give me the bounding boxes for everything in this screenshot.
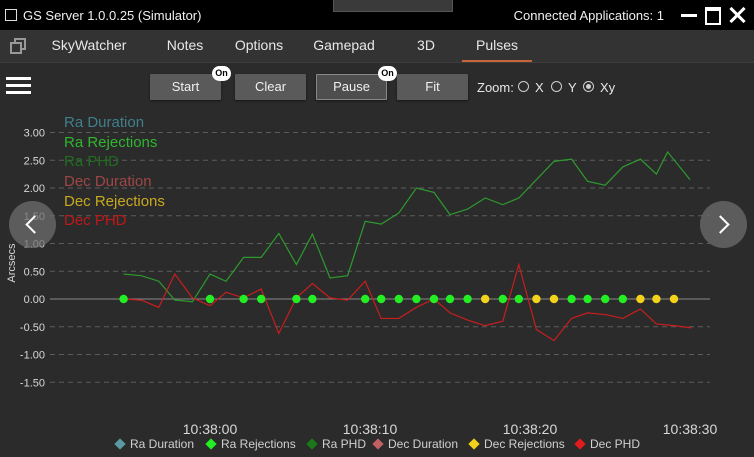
hamburger-menu-icon[interactable] xyxy=(6,77,31,95)
ra-rejection-point xyxy=(119,294,128,304)
tab-skywatcher[interactable]: SkyWatcher xyxy=(51,37,127,53)
zoom-xy-radio[interactable] xyxy=(583,81,594,92)
zoom-label: Zoom: xyxy=(477,80,514,95)
tab-bar: SkyWatcher Notes Options Gamepad 3D Puls… xyxy=(0,30,754,63)
legend-bottom-dec-duration[interactable]: Dec Duration xyxy=(372,437,458,451)
ra-rejection-point xyxy=(377,294,386,304)
tab-options[interactable]: Options xyxy=(234,37,284,53)
ra-rejection-point xyxy=(429,294,439,304)
ra-rejection-point xyxy=(498,294,507,304)
y-tick-label: -1.00 xyxy=(20,350,45,362)
ra-rejection-point xyxy=(394,294,403,304)
ra-rejection-point xyxy=(514,294,523,304)
ra-rejection-point xyxy=(308,294,317,304)
clear-button[interactable]: Clear xyxy=(235,74,306,100)
zoom-y-radio[interactable] xyxy=(551,81,562,92)
y-axis-label: Arcsecs xyxy=(6,243,18,283)
ra-rejection-point xyxy=(601,294,610,304)
close-icon[interactable] xyxy=(728,6,746,24)
y-tick-label: -1.50 xyxy=(20,377,45,389)
dec-rejection-point xyxy=(549,294,559,304)
tab-3d[interactable]: 3D xyxy=(417,37,435,53)
connected-applications-text: Connected Applications: 1 xyxy=(513,7,664,23)
legend-top-dec-phd: Dec PHD xyxy=(64,212,127,229)
chevron-left-icon[interactable] xyxy=(9,201,56,248)
dec-rejection-point xyxy=(669,294,679,304)
dec-rejection-point xyxy=(532,294,541,304)
legend-top-ra-rejections: Ra Rejections xyxy=(64,134,158,151)
start-on-badge: On xyxy=(212,66,231,81)
legend-bottom-ra-rejections[interactable]: Ra Rejections xyxy=(205,437,296,451)
pause-on-badge: On xyxy=(378,66,397,81)
dec-rejection-point xyxy=(481,294,490,304)
y-tick-label: 0.50 xyxy=(24,266,45,278)
window-title: GS Server 1.0.0.25 (Simulator) xyxy=(23,7,202,23)
legend-bottom-dec-rejections[interactable]: Dec Rejections xyxy=(468,437,565,451)
maximize-icon[interactable] xyxy=(704,6,722,25)
legend-top-dec-duration: Dec Duration xyxy=(64,173,152,190)
ra-rejection-point xyxy=(412,294,421,304)
tab-notes[interactable]: Notes xyxy=(166,37,204,53)
ra-rejection-point xyxy=(567,294,576,304)
y-tick-label: 3.00 xyxy=(24,128,45,140)
series-line-ra-phd xyxy=(123,150,691,303)
y-tick-label: -0.50 xyxy=(20,322,45,334)
minimize-icon[interactable] xyxy=(680,6,698,24)
x-tick-label: 10:38:30 xyxy=(663,421,718,437)
ra-rejection-point xyxy=(445,294,455,304)
chevron-right-icon[interactable] xyxy=(700,201,747,248)
x-tick-label: 10:38:00 xyxy=(183,421,238,437)
ra-rejection-point xyxy=(205,294,215,304)
legend-bottom-dec-phd[interactable]: Dec PHD xyxy=(574,437,640,451)
tab-pulses[interactable]: Pulses xyxy=(462,30,532,62)
dock-icon[interactable] xyxy=(10,38,26,54)
y-tick-label: 0.00 xyxy=(24,294,45,306)
zoom-xy-label: Xy xyxy=(600,80,616,95)
tab-gamepad[interactable]: Gamepad xyxy=(313,37,375,53)
zoom-x-label: X xyxy=(535,80,544,95)
legend-top-ra-duration: Ra Duration xyxy=(64,114,145,131)
ra-rejection-point xyxy=(239,294,248,304)
fit-button[interactable]: Fit xyxy=(397,74,468,100)
zoom-x-radio[interactable] xyxy=(518,81,529,92)
legend-top-ra-phd: Ra PHD xyxy=(64,153,120,170)
legend-bottom-ra-phd[interactable]: Ra PHD xyxy=(306,437,366,451)
legend-top-dec-rejections: Dec Rejections xyxy=(64,193,165,210)
y-tick-label: 2.00 xyxy=(24,183,45,195)
start-button[interactable]: Start xyxy=(150,74,221,100)
y-tick-label: 2.50 xyxy=(24,155,45,167)
x-tick-label: 10:38:20 xyxy=(503,421,558,437)
pause-button[interactable]: Pause xyxy=(316,74,387,100)
ra-rejection-point xyxy=(292,294,301,304)
window-drag-handle[interactable] xyxy=(333,0,453,12)
legend-bottom-ra-duration[interactable]: Ra Duration xyxy=(114,437,194,451)
x-tick-label: 10:38:10 xyxy=(343,421,398,437)
ra-rejection-point xyxy=(463,294,472,304)
ra-rejection-point xyxy=(583,294,592,304)
ra-rejection-point xyxy=(257,294,266,304)
app-icon xyxy=(5,9,17,21)
zoom-y-label: Y xyxy=(568,80,577,95)
title-bar: GS Server 1.0.0.25 (Simulator) Connected… xyxy=(0,0,754,30)
ra-rejection-point xyxy=(618,294,627,304)
ra-rejection-point xyxy=(361,294,370,304)
series-line-dec-phd xyxy=(123,262,692,342)
dec-rejection-point xyxy=(652,294,661,304)
dec-rejection-point xyxy=(636,294,645,304)
